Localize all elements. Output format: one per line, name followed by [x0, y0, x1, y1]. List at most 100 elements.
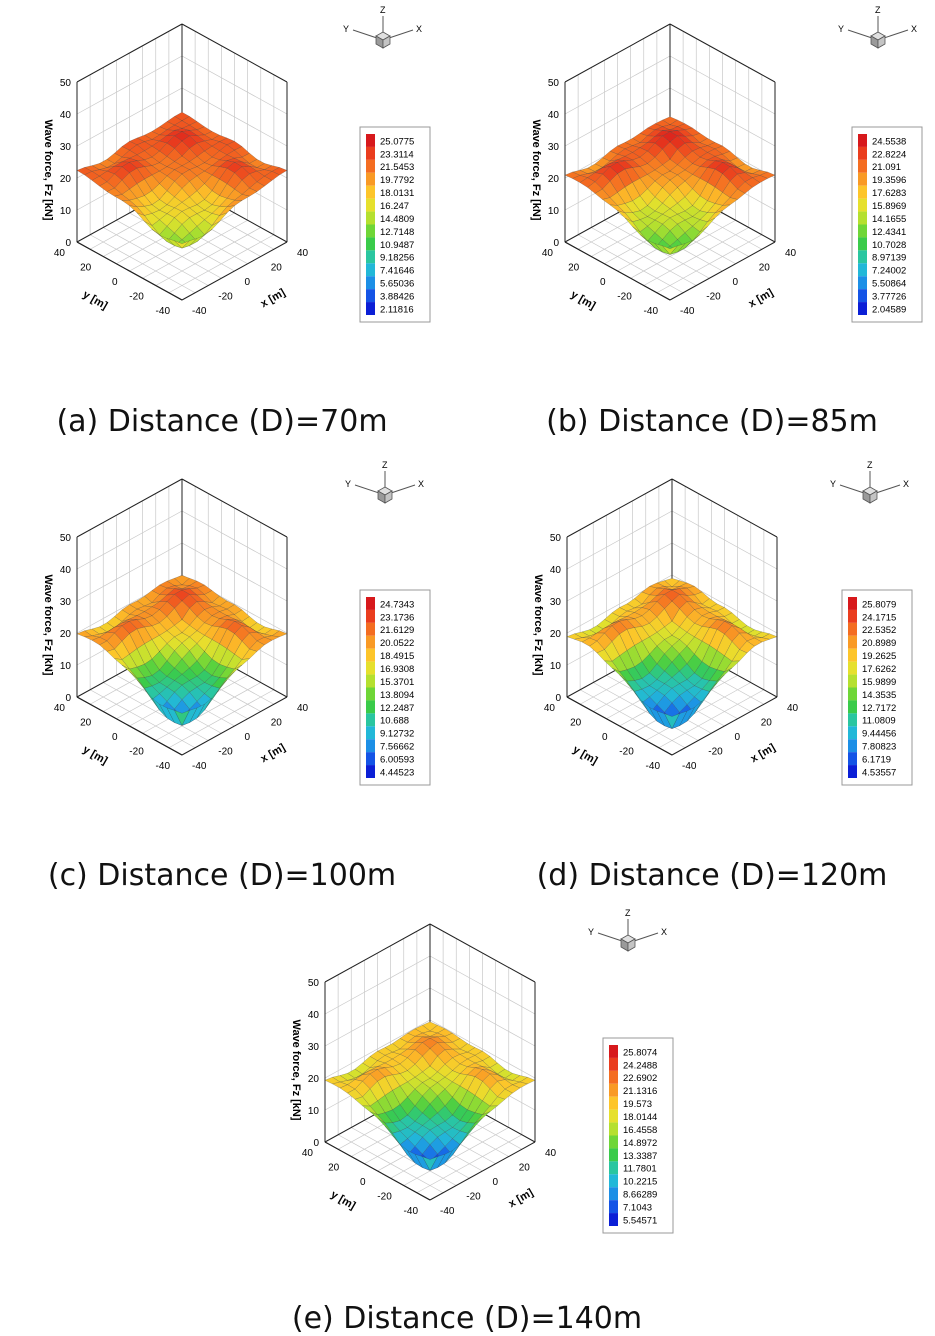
legend-level-label: 9.44456 — [862, 729, 896, 740]
axis-box-edge — [564, 23, 671, 83]
y-axis-title: y [m] — [329, 1189, 358, 1213]
axis-box-edge — [671, 696, 778, 756]
z-tick-label: 30 — [308, 1042, 320, 1053]
legend-level-label: 24.2488 — [623, 1060, 657, 1071]
y-tick-label: -20 — [377, 1192, 392, 1203]
triad-x-label: X — [903, 479, 909, 489]
legend-swatch — [858, 146, 867, 160]
legend-swatch — [848, 739, 857, 753]
legend-swatch — [366, 198, 375, 212]
x-axis-title: x [m] — [747, 286, 776, 310]
legend-swatch — [366, 159, 375, 173]
surface-plot-b: 0 10 20 30 40 50 -40 -20 0 20 40 40 20 0 -20 -40 Wave fo… — [530, 5, 923, 323]
legend-swatch — [366, 687, 375, 701]
y-tick-label: 40 — [542, 248, 554, 259]
legend-level-label: 8.97139 — [872, 253, 906, 264]
legend-level-label: 19.2625 — [862, 651, 896, 662]
triad-z-label: Z — [382, 460, 388, 470]
legend-level-label: 14.4809 — [380, 214, 414, 225]
triad-cube-right — [382, 35, 391, 49]
legend-swatch — [858, 302, 867, 315]
legend-level-label: 7.24002 — [872, 266, 906, 277]
x-tick-label: 40 — [787, 703, 799, 714]
legend-swatch — [366, 172, 375, 186]
surface-mesh — [564, 116, 776, 255]
legend-swatch — [366, 752, 375, 766]
legend-level-label: 14.1655 — [872, 214, 906, 225]
legend-swatch — [848, 674, 857, 688]
legend-swatch — [858, 237, 867, 251]
x-tick-label: 40 — [545, 1148, 557, 1159]
legend-swatch — [848, 648, 857, 662]
legend-level-label: 7.80823 — [862, 742, 896, 753]
y-tick-label: 20 — [80, 718, 92, 729]
legend-level-label: 9.18256 — [380, 253, 414, 264]
legend-swatch — [366, 224, 375, 238]
legend-swatch — [609, 1135, 618, 1149]
legend-swatch — [848, 635, 857, 649]
x-tick-label: 20 — [759, 263, 771, 274]
legend-swatch — [366, 276, 375, 290]
legend-level-label: 19.7792 — [380, 175, 414, 186]
axis-box-edge — [76, 696, 183, 756]
legend-level-label: 7.56662 — [380, 742, 414, 753]
legend-level-label: 10.688 — [380, 716, 409, 727]
y-axis-title: y [m] — [81, 744, 110, 768]
surface-mesh — [324, 1021, 536, 1171]
y-tick-label: 20 — [80, 263, 92, 274]
legend-swatch — [366, 263, 375, 277]
axis-box-edge — [324, 1141, 431, 1201]
x-tick-label: 20 — [761, 718, 773, 729]
x-tick-label: -20 — [706, 292, 721, 303]
y-tick-label: -20 — [129, 747, 144, 758]
legend-level-label: 15.3701 — [380, 677, 414, 688]
legend-level-label: 10.9487 — [380, 240, 414, 251]
axis-box-edge — [181, 23, 288, 83]
chart-caption-d: (d) Distance (D)=120m — [536, 858, 888, 893]
triad-z-label: Z — [625, 908, 631, 918]
legend-level-label: 12.7172 — [862, 703, 896, 714]
legend-level-label: 24.7343 — [380, 599, 414, 610]
legend-swatch — [609, 1213, 618, 1226]
surface-plot-a: 0 10 20 30 40 50 -40 -20 0 20 40 40 20 0 -20 -40 Wave fo… — [42, 5, 431, 323]
legend-level-label: 6.00593 — [380, 754, 414, 765]
legend-swatch — [366, 134, 375, 147]
x-axis-title: x [m] — [259, 286, 288, 310]
legend-level-label: 4.53557 — [862, 767, 896, 778]
chart-panel-c: 0 10 20 30 40 50 -40 -20 0 20 40 40 20 0 -20 -40 Wave fo… — [0, 455, 467, 905]
orientation-triad: Z X Y — [343, 5, 422, 49]
y-tick-label: 0 — [112, 277, 118, 288]
legend-swatch — [609, 1122, 618, 1136]
y-tick-label: 40 — [544, 703, 556, 714]
chart-panel-d: 0 10 20 30 40 50 -40 -20 0 20 40 40 20 0 -20 -40 Wave fo… — [490, 455, 935, 905]
triad-y-label: Y — [838, 24, 844, 34]
legend-level-label: 21.091 — [872, 162, 901, 173]
legend-level-label: 16.9308 — [380, 664, 414, 675]
z-tick-label: 0 — [65, 693, 71, 704]
axis-box-edge — [76, 478, 183, 538]
z-tick-label: 40 — [60, 110, 72, 121]
axis-box-edge — [566, 478, 673, 538]
x-tick-label: 0 — [245, 732, 251, 743]
legend-swatch — [366, 765, 375, 778]
x-tick-label: 40 — [785, 248, 797, 259]
surface-facet — [174, 710, 190, 726]
legend-level-label: 25.8074 — [623, 1047, 657, 1058]
legend-swatch — [609, 1161, 618, 1175]
y-tick-label: 20 — [328, 1163, 340, 1174]
legend-swatch — [858, 211, 867, 225]
legend-swatch — [366, 661, 375, 675]
x-tick-label: 40 — [297, 703, 309, 714]
x-tick-label: 40 — [297, 248, 309, 259]
color-legend: 24.7343 23.1736 21.6129 20.0522 18.4915 16.93… — [359, 589, 431, 786]
axis-box-edge — [181, 478, 288, 538]
z-tick-label: 50 — [308, 978, 320, 989]
legend-swatch — [609, 1174, 618, 1188]
triad-z-label: Z — [380, 5, 386, 15]
z-axis-title: Wave force, Fz [kN] — [532, 574, 544, 675]
y-tick-label: -20 — [617, 292, 632, 303]
legend-level-label: 23.1736 — [380, 612, 414, 623]
z-tick-label: 50 — [548, 78, 560, 89]
orientation-triad: Z X Y — [345, 460, 424, 504]
legend-level-label: 4.44523 — [380, 767, 414, 778]
